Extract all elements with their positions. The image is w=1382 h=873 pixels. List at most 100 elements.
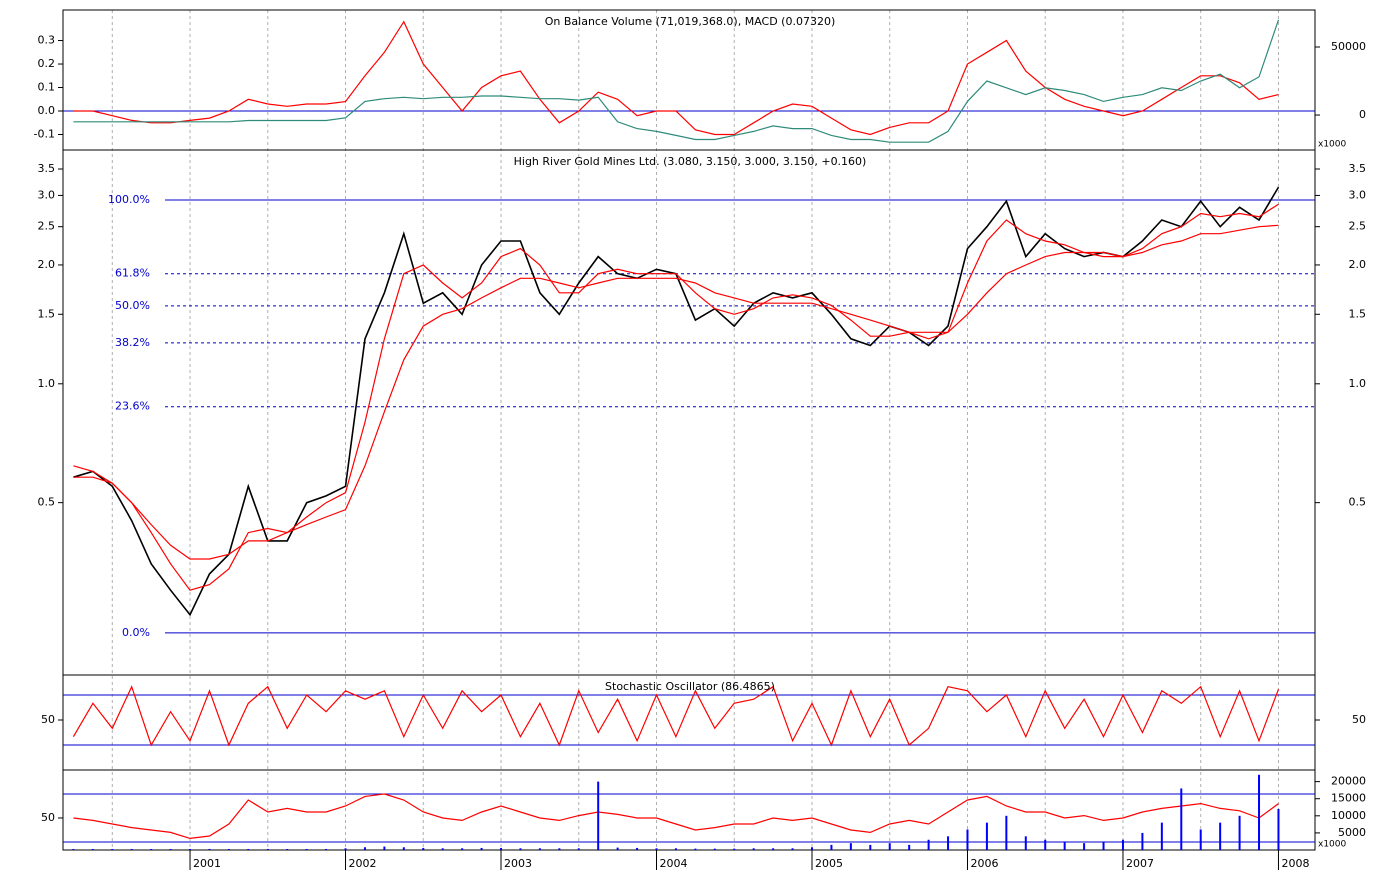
x-tick-label: 2006 [970,857,998,870]
volume-bar [752,848,755,850]
y-tick-label: 1.5 [1349,307,1367,320]
y-tick-label: 1.0 [38,377,56,390]
y-tick-label: 0.1 [38,81,56,94]
volume-bar [616,847,619,850]
panel-frame [62,9,1316,151]
volume-bar [266,848,269,850]
volume-bar [577,848,580,850]
volume-bar [91,848,94,850]
y-tick-label: 2.0 [1349,258,1367,271]
y-tick-label: 3.5 [1349,162,1367,175]
volume-bar [1063,841,1066,850]
fib-label: 100.0% [108,193,150,206]
y-tick-label: -0.1 [34,127,55,140]
volume-bar [1180,788,1183,850]
panel-title: Stochastic Oscillator (86.4865) [605,680,775,693]
panel-title: On Balance Volume (71,019,368.0), MACD (… [545,15,836,28]
y-tick-label: 0.5 [1349,496,1367,509]
y-tick-label: 2.0 [38,258,56,271]
volume-bar [849,843,852,850]
volume-bar [791,848,794,850]
x-tick-label: 2007 [1126,857,1154,870]
volume-bar [597,781,600,850]
volume-bar [227,848,230,850]
y-tick-label: 0.5 [38,496,56,509]
y2-tick-label: 0 [1359,108,1366,121]
volume-bar [927,839,930,850]
volume-bar [966,829,969,850]
series-line [73,186,1280,617]
y2-tick-label: 20000 [1331,775,1366,788]
y2-tick-label: 5000 [1338,826,1366,839]
volume-bar [869,844,872,850]
volume-bar [325,848,328,850]
fib-label: 23.6% [115,400,150,413]
y-tick-label: 1.5 [38,307,56,320]
volume-bar [655,848,658,850]
axis-multiplier: x1000 [1318,840,1347,850]
volume-bar [461,848,464,850]
y-tick-label: 3.0 [1349,188,1367,201]
y-tick-label: 2.5 [38,220,56,233]
volume-bar [1199,829,1202,850]
x-tick-label: 2002 [349,857,377,870]
volume-bar [1044,839,1047,850]
volume-bar [150,848,153,850]
panel-title: High River Gold Mines Ltd. (3.080, 3.150… [514,155,867,168]
volume-bar [1258,774,1261,850]
panel-frame [62,769,1316,851]
series-line [73,19,1280,143]
y2-tick-label: 10000 [1331,809,1366,822]
volume-bar [558,848,561,850]
volume-bar [1005,815,1008,850]
series-line [73,793,1279,840]
volume-bar [441,848,444,850]
x-tick-label: 2005 [815,857,843,870]
volume-bar [1160,822,1163,850]
volume-bar [694,848,697,850]
x-tick-label: 2003 [504,857,532,870]
volume-bar [985,822,988,850]
fib-label: 50.0% [115,299,150,312]
axis-multiplier: x1000 [1318,140,1347,150]
volume-bar [247,848,250,850]
volume-bar [908,844,911,850]
series-line [73,20,1279,136]
y2-tick-label: 15000 [1331,792,1366,805]
volume-bar [519,848,522,850]
volume-bar [888,843,891,850]
volume-bar [1141,832,1144,850]
y-tick-label: 2.5 [1349,220,1367,233]
volume-bar [772,848,775,850]
volume-bar [713,848,716,850]
volume-bar [344,848,347,850]
y-tick-label: 50 [41,713,55,726]
y2-tick-label: 50000 [1331,40,1366,53]
y-tick-label: 3.0 [38,188,56,201]
volume-bar [208,848,211,850]
volume-bar [810,847,813,850]
volume-bar [305,848,308,850]
volume-bar [422,847,425,850]
series-line [73,203,1279,591]
volume-bar [286,848,289,850]
volume-bar [1024,836,1027,850]
y-tick-label: 50 [1352,713,1366,726]
volume-bar [674,848,677,850]
fib-label: 38.2% [115,336,150,349]
series-line [73,224,1279,560]
volume-bar [947,836,950,850]
x-tick-label: 2001 [193,857,221,870]
volume-bar [1102,841,1105,850]
volume-bar [363,847,366,850]
y-tick-label: 1.0 [1349,377,1367,390]
y-tick-label: 0.3 [38,34,56,47]
y-tick-label: 0.0 [38,104,56,117]
volume-bar [72,848,75,850]
volume-bar [383,846,386,850]
y-tick-label: 3.5 [38,162,56,175]
volume-bar [830,844,833,850]
y-tick-label: 0.2 [38,57,56,70]
volume-bar [189,848,192,850]
series-line [72,685,1280,747]
